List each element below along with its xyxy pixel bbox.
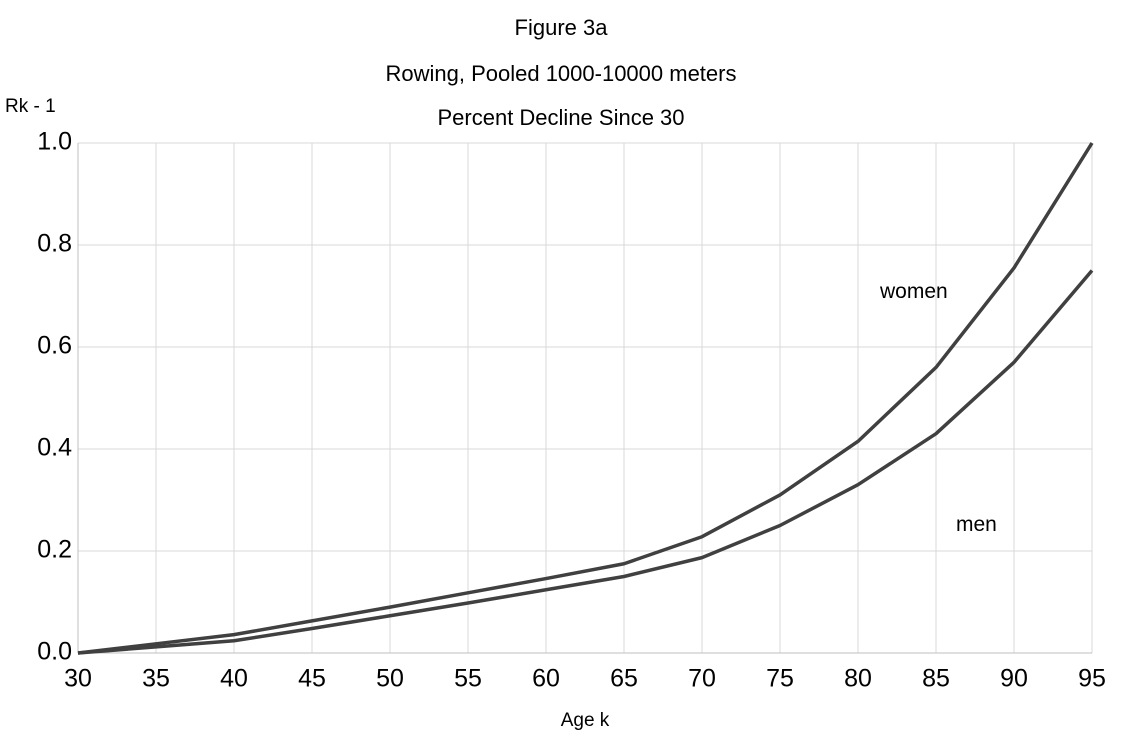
x-tick-label: 70: [688, 665, 716, 693]
chart-title: Figure 3a: [515, 15, 609, 40]
series-label: men: [956, 513, 997, 536]
x-axis-label: Age k: [561, 710, 610, 731]
series-line: [77, 142, 1094, 655]
x-tick-label: 40: [220, 665, 248, 693]
y-tick-label: 0.4: [37, 434, 72, 462]
x-tick-label: 65: [610, 665, 638, 693]
x-tick-label: 80: [844, 665, 872, 693]
y-tick-label: 0.8: [37, 230, 72, 258]
x-tick-label: 75: [766, 665, 794, 693]
y-tick-label: 0.0: [37, 638, 72, 666]
x-tick-label: 85: [922, 665, 950, 693]
series-line: [77, 269, 1094, 655]
x-tick-label: 60: [532, 665, 560, 693]
y-tick-label: 0.6: [37, 332, 72, 360]
y-axis-label: Rk - 1: [5, 96, 56, 117]
y-tick-label: 1.0: [37, 128, 72, 156]
x-tick-label: 35: [142, 665, 170, 693]
y-tick-label: 0.2: [37, 536, 72, 564]
x-tick-label: 90: [1000, 665, 1028, 693]
x-tick-label: 55: [454, 665, 482, 693]
chart-subtitle: Rowing, Pooled 1000-10000 meters: [385, 61, 736, 86]
x-tick-label: 95: [1078, 665, 1106, 693]
x-tick-label: 50: [376, 665, 404, 693]
series-label: women: [879, 280, 948, 303]
x-tick-label: 45: [298, 665, 326, 693]
chart-subtitle: Percent Decline Since 30: [437, 105, 684, 130]
x-tick-label: 30: [64, 665, 92, 693]
